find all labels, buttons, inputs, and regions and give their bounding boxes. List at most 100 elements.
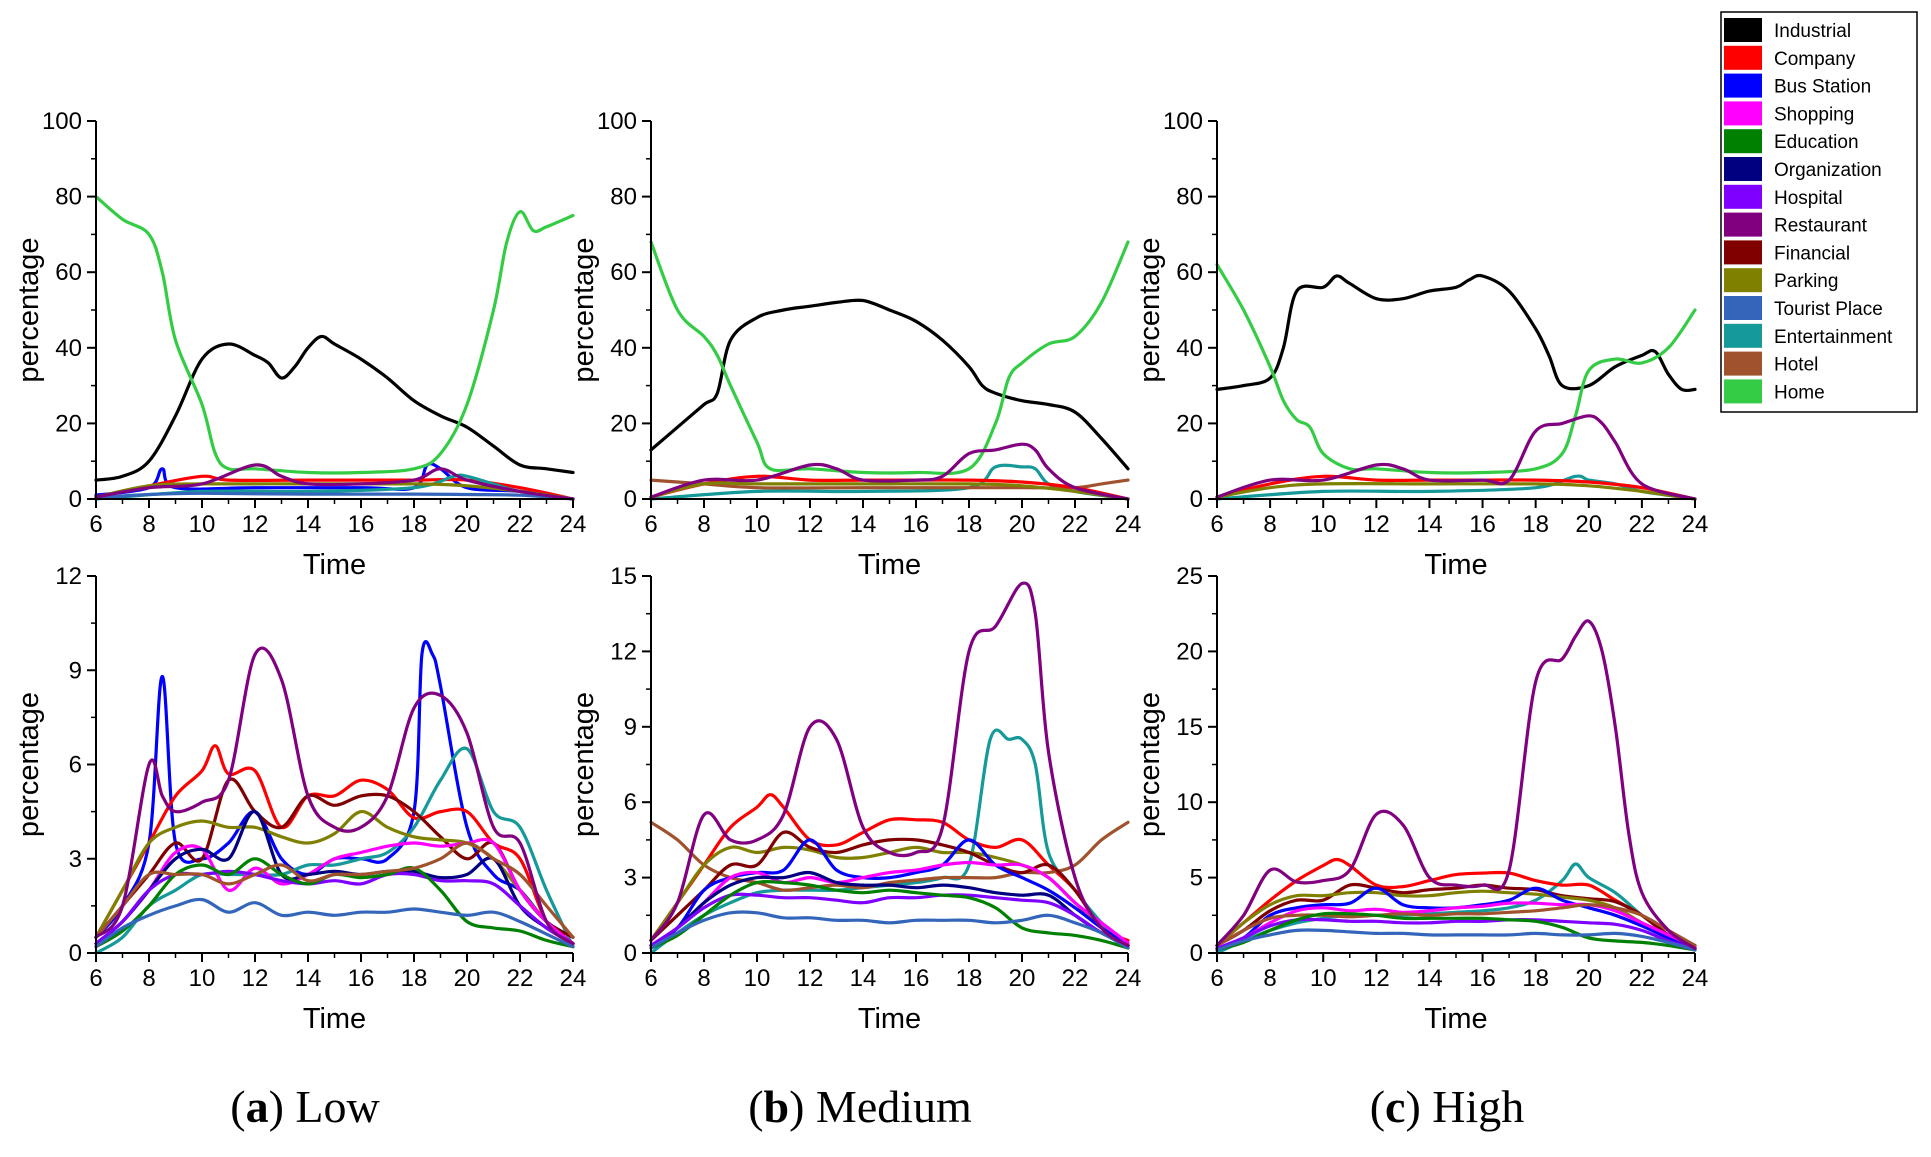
x-tick-label: 8 xyxy=(697,511,710,538)
x-tick-label: 8 xyxy=(1263,511,1276,538)
series-line-shopping xyxy=(1215,901,1697,951)
legend-entry: Tourist Place xyxy=(1724,296,1883,320)
x-tick-label: 20 xyxy=(1009,965,1036,992)
legend-label: Hospital xyxy=(1774,188,1843,209)
series-line-parking xyxy=(1215,482,1697,501)
chart-panel-a-top: 6 8 10 12 14 16 18 20 22 24 0 20 40 60 80 100 Time percen… xyxy=(13,108,586,581)
legend-label: Industrial xyxy=(1774,21,1851,42)
legend-entry: Financial xyxy=(1724,240,1850,265)
legend-label: Shopping xyxy=(1774,104,1854,125)
y-tick-label: 0 xyxy=(69,940,82,967)
legend-label: Tourist Place xyxy=(1774,299,1883,320)
x-tick-label: 22 xyxy=(507,511,534,538)
legend-label: Company xyxy=(1774,49,1856,70)
caption-text: ) Medium xyxy=(789,1081,972,1132)
x-tick-label: 14 xyxy=(1416,965,1443,992)
x-tick-label: 6 xyxy=(644,511,657,538)
legend-label: Entertainment xyxy=(1774,327,1893,348)
chart-panel-c-bottom: 6 8 10 12 14 16 18 20 22 24 0 5 10 15 20 25 Time percenta… xyxy=(1134,563,1708,1035)
x-tick-label: 12 xyxy=(1363,965,1390,992)
y-axis-label: percentage xyxy=(1134,692,1166,837)
x-tick-label: 18 xyxy=(401,965,428,992)
x-tick-label: 6 xyxy=(644,965,657,992)
y-tick-label: 0 xyxy=(624,940,637,967)
legend-entry: Organization xyxy=(1724,157,1882,181)
legend-swatch xyxy=(1724,157,1762,181)
x-tick-label: 8 xyxy=(142,511,155,538)
y-tick-label: 6 xyxy=(69,752,82,779)
x-tick-label: 16 xyxy=(903,965,930,992)
legend-label: Parking xyxy=(1774,271,1838,292)
x-axis-label: Time xyxy=(303,1003,366,1035)
legend-swatch xyxy=(1724,212,1762,237)
y-axis-label: percentage xyxy=(568,692,600,837)
x-tick-label: 16 xyxy=(1469,965,1496,992)
x-tick-label: 14 xyxy=(850,511,877,538)
x-tick-label: 24 xyxy=(1115,511,1142,538)
x-tick-label: 24 xyxy=(1682,965,1709,992)
y-tick-label: 80 xyxy=(610,184,637,211)
y-tick-label: 0 xyxy=(1190,940,1203,967)
legend-entry: Parking xyxy=(1724,268,1838,293)
y-tick-label: 12 xyxy=(610,638,637,665)
y-tick-label: 25 xyxy=(1176,563,1203,590)
x-tick-label: 18 xyxy=(956,965,983,992)
x-tick-label: 8 xyxy=(142,965,155,992)
y-tick-label: 0 xyxy=(1190,486,1203,513)
legend-swatch xyxy=(1724,18,1762,42)
x-axis-label: Time xyxy=(303,549,366,581)
legend-swatch xyxy=(1724,101,1762,126)
y-tick-label: 15 xyxy=(610,563,637,590)
caption-paren: ( xyxy=(748,1081,763,1132)
series-line-financial xyxy=(649,830,1130,948)
caption-text: ) Low xyxy=(269,1081,381,1132)
series-line-tourist-place xyxy=(94,491,575,501)
x-tick-label: 10 xyxy=(189,965,216,992)
x-tick-label: 10 xyxy=(744,965,771,992)
chart-panel-a-bottom: 6 8 10 12 14 16 18 20 22 24 0 3 6 9 12 Time percentage xyxy=(13,563,586,1035)
y-axis-label: percentage xyxy=(13,692,45,837)
x-tick-label: 16 xyxy=(903,511,930,538)
x-tick-label: 12 xyxy=(242,965,269,992)
legend-entry: Restaurant xyxy=(1724,212,1868,237)
series-line-entertainment xyxy=(1215,862,1697,955)
legend-label: Home xyxy=(1774,382,1825,403)
chart-panel-c-top: 6 8 10 12 14 16 18 20 22 24 0 20 40 60 80 100 Time percen… xyxy=(1134,108,1708,581)
y-tick-label: 60 xyxy=(55,259,82,286)
legend-swatch xyxy=(1724,379,1762,404)
series-line-financial xyxy=(1215,882,1697,951)
series-line-company xyxy=(649,793,1130,942)
y-tick-label: 15 xyxy=(1176,714,1203,741)
x-tick-label: 14 xyxy=(295,965,322,992)
chart-panel-b-bottom: 6 8 10 12 14 16 18 20 22 24 0 3 6 9 12 15 Time percentage xyxy=(568,563,1141,1035)
x-tick-label: 8 xyxy=(697,965,710,992)
legend-label: Hotel xyxy=(1774,355,1818,376)
legend-entry: Bus Station xyxy=(1724,73,1871,98)
x-tick-label: 12 xyxy=(797,965,824,992)
series-line-hotel xyxy=(1215,903,1697,948)
x-tick-label: 6 xyxy=(1210,965,1223,992)
x-tick-label: 20 xyxy=(1009,511,1036,538)
caption-letter: b xyxy=(764,1081,790,1132)
y-tick-label: 9 xyxy=(624,714,637,741)
series-line-hotel xyxy=(94,841,575,939)
series-line-industrial xyxy=(94,334,575,482)
legend-entry: Industrial xyxy=(1724,18,1851,42)
series-line-company xyxy=(1215,857,1697,948)
legend-swatch xyxy=(1724,268,1762,293)
series-line-organization xyxy=(649,870,1130,948)
legend-swatch xyxy=(1724,184,1762,209)
x-tick-label: 18 xyxy=(1522,965,1549,992)
x-tick-label: 24 xyxy=(1682,511,1709,538)
x-tick-label: 24 xyxy=(560,965,587,992)
x-tick-label: 24 xyxy=(560,511,587,538)
x-tick-label: 8 xyxy=(1263,965,1276,992)
series-line-tourist-place xyxy=(94,897,575,949)
x-tick-label: 16 xyxy=(1469,511,1496,538)
y-tick-label: 40 xyxy=(610,335,637,362)
series-line-home xyxy=(1215,263,1697,475)
legend-entry: Hotel xyxy=(1724,351,1818,376)
legend-label: Restaurant xyxy=(1774,216,1868,237)
